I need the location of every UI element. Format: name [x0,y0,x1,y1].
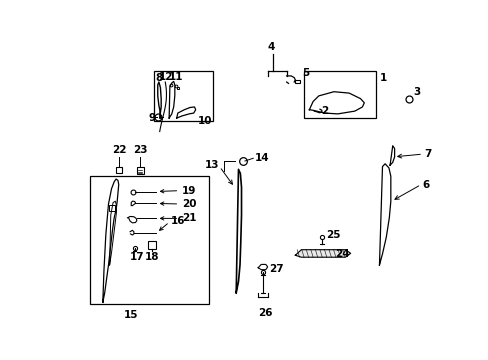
Text: 11: 11 [169,72,183,82]
Text: 21: 21 [181,213,196,224]
Bar [295,80,299,83]
Text: 12: 12 [159,72,173,82]
Bar [154,71,212,121]
Bar [116,167,122,174]
Text: 5: 5 [301,68,308,78]
Text: 9: 9 [148,113,156,123]
Text: 25: 25 [325,230,340,240]
Text: 8: 8 [155,73,163,83]
Text: 7: 7 [423,149,431,159]
Text: 23: 23 [133,145,147,155]
Bar [137,167,143,174]
Text: 1: 1 [379,73,386,83]
Text: 24: 24 [334,249,349,260]
Text: 19: 19 [181,186,196,196]
Bar [148,241,156,249]
Bar [89,176,208,304]
Text: 15: 15 [124,310,138,320]
Bar [303,71,375,118]
Text: 6: 6 [422,180,429,190]
Text: 26: 26 [258,309,272,319]
Text: 18: 18 [144,252,159,262]
Text: 27: 27 [268,264,283,274]
Text: 3: 3 [413,87,420,97]
Text: 4: 4 [267,41,275,51]
Text: 20: 20 [181,199,196,209]
Text: 2: 2 [320,106,327,116]
Text: 16: 16 [171,216,185,226]
Text: 14: 14 [254,153,268,163]
Text: 13: 13 [204,160,219,170]
Text: 17: 17 [129,252,144,262]
Polygon shape [295,250,350,257]
Text: 22: 22 [112,145,126,155]
Bar [109,205,114,211]
Text: 10: 10 [197,116,212,126]
